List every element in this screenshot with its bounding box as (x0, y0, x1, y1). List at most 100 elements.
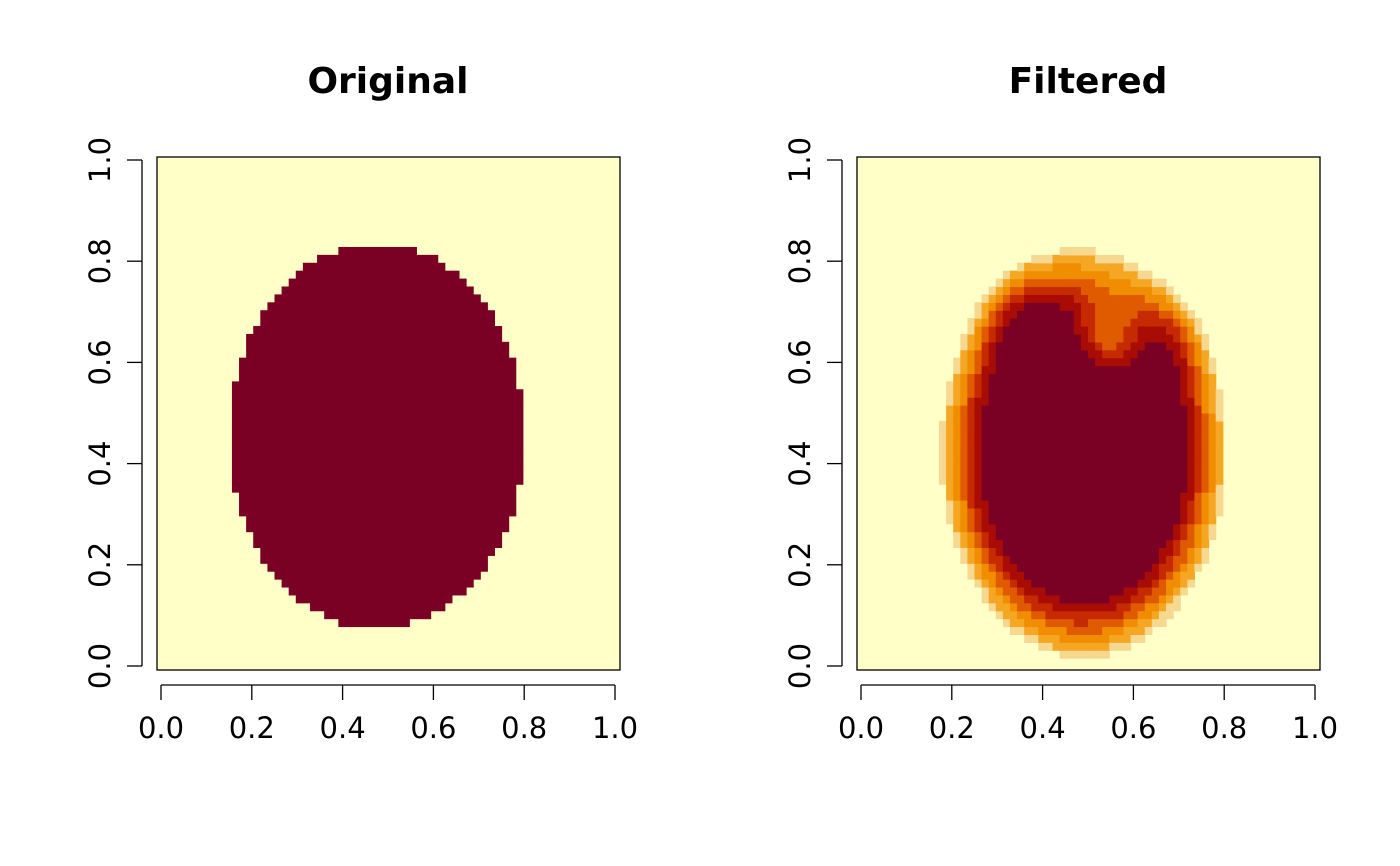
heatmap-cell (1009, 397, 1018, 406)
heatmap-cell (288, 586, 297, 596)
heatmap-cell (1158, 476, 1167, 485)
heatmap-cell (1024, 365, 1032, 375)
heatmap-cell (402, 436, 410, 446)
heatmap-cell (1052, 452, 1061, 462)
heatmap-cell (409, 507, 417, 517)
heatmap-cell (1144, 507, 1153, 517)
heatmap-cell (1088, 579, 1096, 588)
heatmap-cell (1002, 436, 1011, 446)
heatmap-cell (451, 563, 460, 572)
heatmap-cell (995, 428, 1004, 438)
heatmap-cell (1166, 365, 1174, 375)
heatmap-cell (444, 539, 453, 549)
heatmap-cell (380, 357, 389, 367)
heatmap-cell (953, 436, 961, 446)
heatmap-cell (1024, 318, 1032, 327)
heatmap-cell (1137, 523, 1146, 533)
heatmap-cell (1073, 586, 1082, 596)
heatmap-cell (960, 333, 968, 343)
heatmap-cell (1002, 618, 1011, 628)
heatmap-cell (1173, 357, 1181, 367)
heatmap-cell (246, 405, 254, 414)
heatmap-cell (1080, 262, 1089, 272)
heatmap-cell (1052, 270, 1061, 280)
heatmap-cell (345, 460, 354, 469)
heatmap-cell (1038, 555, 1047, 564)
heatmap-cell (1024, 492, 1032, 501)
heatmap-cell (1038, 539, 1047, 549)
heatmap-cell (1123, 294, 1132, 303)
heatmap-cell (359, 333, 368, 343)
heatmap-cell (281, 571, 290, 580)
heatmap-cell (338, 357, 347, 367)
heatmap-cell (1031, 436, 1039, 446)
heatmap-cell (430, 547, 439, 556)
heatmap-cell (480, 420, 488, 430)
heatmap-cell (409, 586, 417, 596)
heatmap-cell (1194, 507, 1203, 517)
heatmap-cell (231, 405, 240, 414)
heatmap-cell (1066, 310, 1075, 319)
heatmap-cell (423, 586, 432, 596)
heatmap-cell (281, 302, 290, 311)
heatmap-cell (1166, 515, 1174, 525)
heatmap-cell (1158, 310, 1167, 319)
heatmap-cell (473, 563, 481, 572)
heatmap-cell (1024, 405, 1032, 414)
heatmap-cell (1144, 397, 1153, 406)
heatmap-cell (1201, 492, 1210, 501)
heatmap-cell (1151, 397, 1160, 406)
heatmap-cell (331, 436, 339, 446)
heatmap-cell (1173, 420, 1181, 430)
heatmap-cell (1173, 373, 1181, 382)
heatmap-cell (1166, 436, 1174, 446)
heatmap-cell (373, 254, 382, 264)
heatmap-cell (437, 278, 446, 288)
heatmap-cell (274, 484, 283, 493)
heatmap-cell (317, 539, 325, 549)
heatmap-cell (402, 405, 410, 414)
heatmap-cell (1002, 326, 1011, 335)
heatmap-cell (352, 405, 361, 414)
heatmap-cell (501, 413, 510, 422)
heatmap-cell (974, 420, 983, 430)
heatmap-cell (501, 460, 510, 469)
heatmap-cell (480, 507, 488, 517)
heatmap-cell (981, 571, 990, 580)
heatmap-cell (487, 326, 495, 335)
heatmap-cell (1173, 523, 1181, 533)
heatmap-cell (458, 499, 467, 509)
heatmap-cell (487, 365, 495, 375)
heatmap-cell (388, 547, 396, 556)
heatmap-cell (974, 389, 983, 398)
heatmap-cell (967, 539, 976, 549)
heatmap-cell (295, 515, 304, 525)
heatmap-cell (239, 484, 247, 493)
heatmap-cell (345, 341, 354, 351)
heatmap-cell (1102, 341, 1110, 351)
heatmap-cell (395, 563, 403, 572)
heatmap-cell (430, 444, 439, 454)
heatmap-cell (1031, 333, 1039, 343)
heatmap-cell (1024, 341, 1032, 351)
heatmap-cell (352, 270, 361, 280)
heatmap-cell (1123, 642, 1132, 651)
heatmap-cell (508, 436, 517, 446)
heatmap-cell (1180, 468, 1188, 477)
heatmap-cell (288, 349, 297, 359)
heatmap-cell (331, 507, 339, 517)
heatmap-cell (380, 507, 389, 517)
heatmap-cell (515, 420, 524, 430)
heatmap-cell (1088, 626, 1096, 635)
heatmap-cell (416, 579, 425, 588)
heatmap-cell (988, 468, 997, 477)
heatmap-cell (1031, 634, 1039, 643)
heatmap-cell (359, 468, 368, 477)
heatmap-cell (451, 452, 460, 462)
heatmap-cell (1180, 586, 1188, 596)
heatmap-cell (953, 452, 961, 462)
heatmap-cell (1116, 357, 1125, 367)
heatmap-cell (444, 270, 453, 280)
heatmap-cell (953, 420, 961, 430)
heatmap-cell (1017, 326, 1025, 335)
